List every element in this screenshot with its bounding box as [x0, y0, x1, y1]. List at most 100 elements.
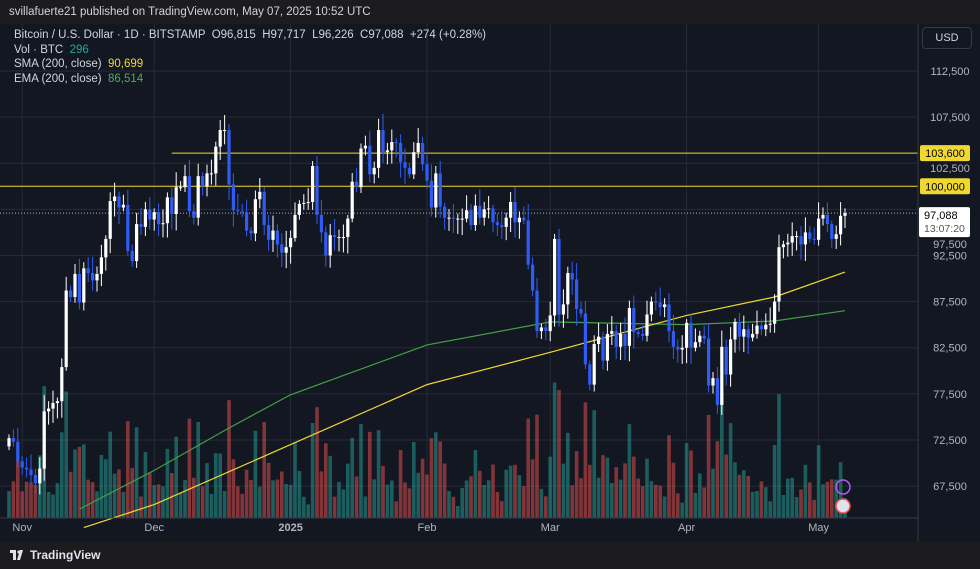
- volume-bar: [768, 501, 772, 518]
- volume-bar: [73, 449, 77, 518]
- candle-down: [702, 335, 706, 339]
- candle-up: [597, 336, 601, 345]
- candle-up: [47, 408, 51, 412]
- candle-down: [443, 206, 447, 218]
- volume-bar: [319, 471, 324, 518]
- volume-bar: [438, 441, 442, 518]
- candle-down: [117, 196, 121, 208]
- candle-up: [843, 213, 847, 216]
- candle-down: [724, 346, 728, 375]
- candle-down: [69, 290, 73, 297]
- candle-up: [289, 237, 293, 248]
- candle-up: [284, 247, 288, 253]
- volume-bar: [394, 501, 398, 518]
- volume-bar: [77, 446, 82, 518]
- currency-button[interactable]: USD: [922, 27, 972, 49]
- sma-200-line: [83, 271, 846, 529]
- candle-up: [539, 327, 543, 332]
- candle-up: [302, 202, 306, 204]
- lightning-event-icon[interactable]: [835, 479, 851, 495]
- volume-bar: [821, 484, 825, 518]
- candle-down: [658, 302, 662, 308]
- candle-up: [306, 201, 310, 203]
- candle-up: [610, 331, 614, 334]
- earnings-flag-icon[interactable]: [835, 498, 851, 514]
- candle-up: [328, 235, 332, 256]
- chart-frame[interactable]: [0, 24, 980, 542]
- volume-bar: [174, 436, 178, 518]
- candle-up: [95, 273, 99, 281]
- volume-bar: [425, 474, 429, 518]
- candle-up: [218, 130, 222, 147]
- candle-up: [548, 315, 552, 332]
- volume-bar: [55, 483, 60, 518]
- candle-up: [359, 148, 363, 188]
- volume-bar: [249, 480, 253, 518]
- volume-bar: [544, 496, 548, 518]
- volume-bar: [486, 480, 491, 518]
- volume-bar: [790, 477, 794, 518]
- price-tick-label: 67,500: [933, 481, 967, 493]
- volume-bar: [60, 432, 64, 518]
- candle-down: [812, 238, 816, 240]
- volume-bar: [139, 496, 143, 518]
- volume-bar: [522, 486, 526, 518]
- candle-down: [636, 332, 640, 334]
- vol-label[interactable]: Vol · BTC: [14, 43, 64, 56]
- candle-down: [799, 236, 803, 245]
- sma-label[interactable]: SMA (200, close): [14, 58, 102, 70]
- time-tick-label: Feb: [418, 522, 437, 534]
- volume-bar: [680, 502, 684, 518]
- candle-down: [33, 475, 37, 484]
- candle-up: [152, 212, 156, 220]
- candle-up: [73, 273, 77, 297]
- volume-bar: [728, 423, 733, 518]
- volume-bar: [306, 504, 310, 518]
- candle-down: [421, 142, 425, 165]
- volume-bar: [654, 484, 658, 518]
- candle-down: [170, 197, 174, 214]
- candle-up: [82, 268, 86, 303]
- volume-bar: [372, 479, 376, 518]
- candle-up: [711, 378, 715, 386]
- volume-bar: [750, 491, 755, 518]
- candle-down: [500, 225, 504, 227]
- footer-bar: TradingView: [0, 542, 980, 569]
- volume-bar: [332, 496, 337, 518]
- volume-bar: [588, 464, 592, 518]
- candle-down: [231, 184, 235, 211]
- volume-bar: [209, 494, 214, 518]
- volume-bar: [671, 462, 676, 518]
- candle-up: [729, 339, 733, 375]
- candle-up: [517, 217, 521, 223]
- candle-up: [258, 191, 262, 200]
- candle-down: [368, 145, 372, 175]
- candle-down: [526, 220, 530, 265]
- last-price-label: 97,088: [924, 210, 958, 222]
- price-tick-label: 82,500: [933, 343, 967, 355]
- volume-bar: [130, 468, 134, 518]
- volume-bar: [456, 506, 460, 518]
- volume-bar: [812, 499, 816, 518]
- symbol-title[interactable]: Bitcoin / U.S. Dollar · 1D · BITSTAMP: [14, 29, 206, 41]
- volume-bar: [297, 471, 302, 518]
- candle-up: [592, 344, 596, 385]
- volume-bar: [667, 435, 671, 518]
- volume-bar: [574, 451, 579, 518]
- tradingview-logo-icon: [10, 550, 23, 560]
- volume-bar: [271, 480, 275, 518]
- candle-down: [825, 214, 829, 225]
- volume-bar: [403, 482, 407, 518]
- candle-up: [561, 304, 565, 315]
- volume-bar: [385, 484, 390, 518]
- time-tick-label: 2025: [278, 522, 302, 534]
- volume-bar: [777, 394, 781, 518]
- volume-bar: [86, 479, 90, 518]
- candle-down: [126, 204, 130, 251]
- ema-label[interactable]: EMA (200, close): [14, 72, 102, 85]
- candle-up: [99, 257, 103, 274]
- tradingview-logo[interactable]: TradingView: [10, 548, 100, 562]
- volume-bar: [473, 450, 478, 518]
- candle-up: [214, 146, 218, 174]
